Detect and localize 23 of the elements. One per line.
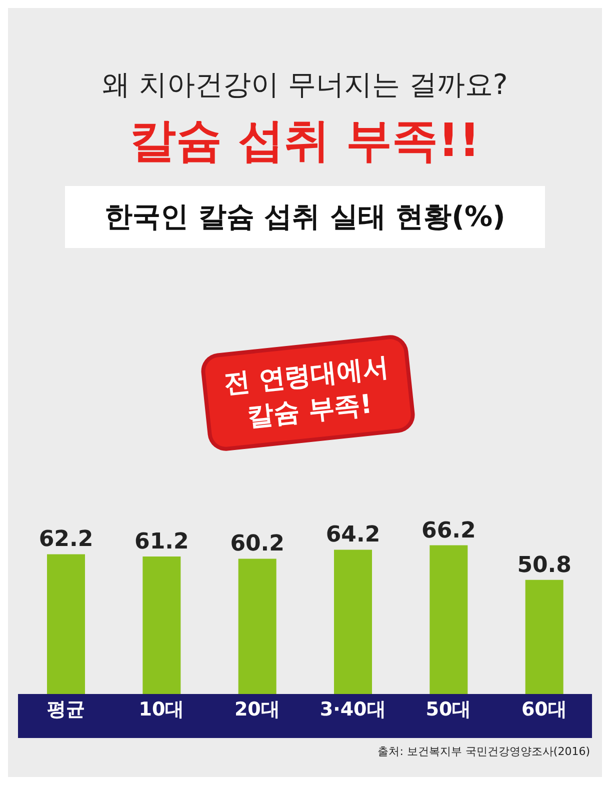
data-label: 60.2 — [230, 532, 284, 557]
x-tick-label: 20대 — [234, 698, 280, 720]
x-tick-label: 3·40대 — [320, 698, 386, 720]
bar — [334, 550, 372, 694]
burst-badge: 전 연령대에서 칼슘 부족! — [204, 338, 412, 448]
chart-subtitle: 칼슘 섭취 부족!! — [129, 112, 481, 169]
data-label: 50.8 — [517, 552, 572, 578]
bar — [142, 556, 181, 694]
data-label: 62.2 — [38, 527, 94, 552]
source-note: 출처: 보건복지부 국민건강영양조사(2016) — [378, 744, 590, 759]
x-tick-label: 10대 — [138, 698, 184, 720]
bar — [47, 554, 85, 694]
data-label: 64.2 — [326, 522, 380, 548]
x-tick-label: 60대 — [521, 698, 567, 720]
data-label: 61.2 — [134, 529, 189, 554]
bar — [238, 558, 276, 694]
x-tick-label: 평균 — [46, 698, 85, 720]
text: 한국인 칼슘 섭취 실태 현황(%) — [65, 186, 545, 248]
data-label: 66.2 — [422, 518, 476, 544]
x-tick-label: 50대 — [426, 698, 472, 720]
bar — [525, 580, 564, 694]
chart-title: 왜 치아건강이 무너지는 걸까요? — [101, 67, 509, 103]
bar — [430, 545, 468, 694]
